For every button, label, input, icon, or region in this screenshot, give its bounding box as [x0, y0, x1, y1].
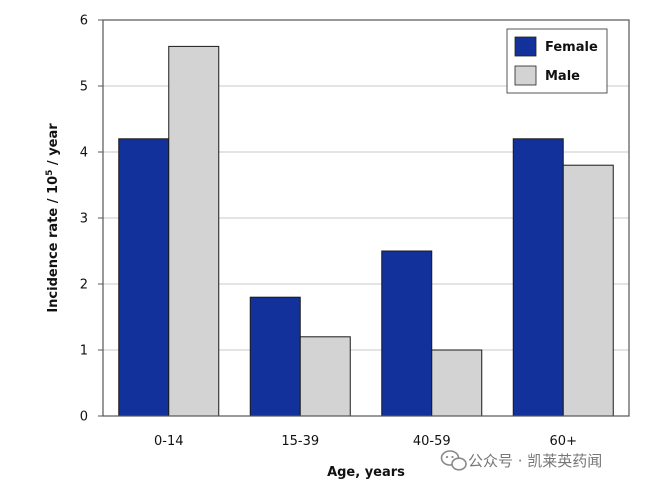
bar-female-0-14	[118, 138, 170, 417]
bar-female-15-39	[249, 296, 301, 417]
bar-male-40-59	[431, 349, 483, 417]
y-tick-label: 4	[80, 146, 88, 161]
bar-layer	[118, 45, 614, 417]
y-tick-label: 5	[80, 80, 88, 95]
legend-swatch-female	[514, 36, 537, 57]
y-tick-label: 0	[80, 410, 88, 425]
wechat-icon	[440, 450, 467, 471]
y-tick-labels: 0 1 2 3 4 5 6	[80, 14, 103, 425]
y-tick-label: 3	[80, 212, 88, 227]
legend-label-male: Male	[545, 69, 580, 84]
legend-swatch-male	[514, 65, 537, 86]
y-tick-label: 2	[80, 278, 88, 293]
watermark-text: 公众号 · 凯莱英药闻	[468, 452, 602, 470]
y-tick-label: 6	[80, 14, 88, 29]
legend: Female Male	[506, 28, 608, 94]
y-tick-label: 1	[80, 344, 88, 359]
y-axis-title-main: Incidence rate / 10	[46, 176, 61, 313]
bar-male-15-39	[299, 336, 351, 417]
bar-female-40-59	[381, 250, 433, 417]
bar-female-60+	[512, 138, 564, 417]
x-tick-label: 60+	[550, 434, 577, 449]
legend-label-female: Female	[545, 40, 598, 55]
bar-male-60+	[562, 164, 614, 417]
x-tick-labels: 0-14 15-39 40-59 60+	[154, 434, 577, 449]
watermark: 公众号 · 凯莱英药闻	[440, 450, 602, 471]
x-axis-title: Age, years	[327, 465, 405, 480]
y-axis-title-superscript: 5	[45, 170, 55, 176]
x-tick-label: 40-59	[413, 434, 451, 449]
bar-male-0-14	[168, 45, 220, 417]
x-tick-label: 0-14	[154, 434, 184, 449]
y-axis-title-tail: / year	[46, 123, 61, 170]
x-tick-label: 15-39	[281, 434, 319, 449]
y-axis-title: Incidence rate / 105 / year	[45, 123, 61, 313]
